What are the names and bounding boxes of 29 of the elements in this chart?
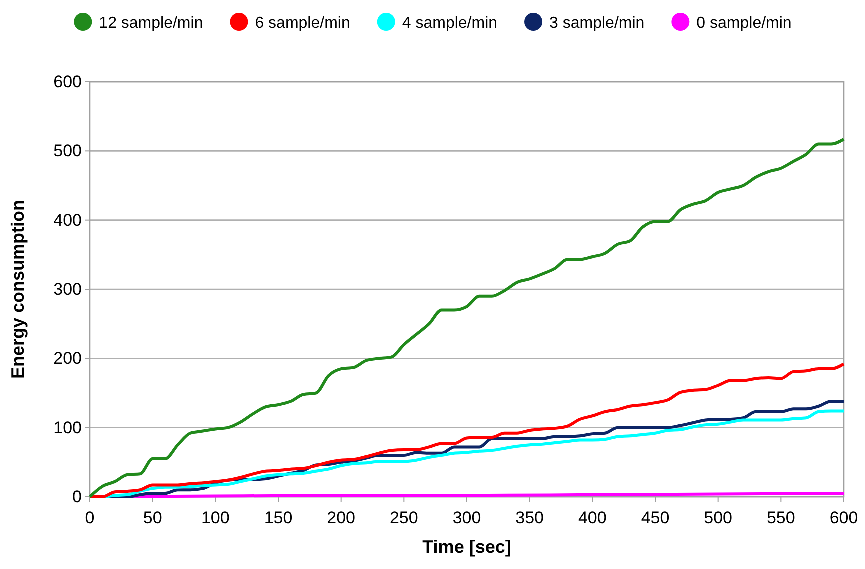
- y-tick-label: 300: [54, 280, 82, 299]
- line-series: [88, 362, 846, 498]
- x-tick-label: 50: [143, 508, 162, 528]
- y-axis-title: Energy consumption: [8, 200, 28, 380]
- y-tick-label: 100: [54, 418, 82, 438]
- x-tick-label: 350: [516, 508, 544, 528]
- x-tick-label: 300: [452, 508, 482, 528]
- legend-label: 12 sample/min: [99, 15, 204, 32]
- y-tick-label: 0: [72, 487, 82, 506]
- x-tick-label: 450: [641, 508, 670, 528]
- legend-label: 4 sample/min: [402, 15, 498, 32]
- legend-label: 3 sample/min: [550, 15, 645, 32]
- y-tick-label: 200: [54, 349, 82, 368]
- line-series: [88, 138, 846, 498]
- x-tick-label: 200: [327, 508, 356, 528]
- x-axis-title: Time [sec]: [422, 537, 512, 557]
- x-tick-label: 150: [264, 508, 293, 528]
- x-tick-label: 550: [766, 508, 796, 528]
- x-tick-label: 400: [578, 508, 607, 528]
- y-tick-label: 500: [54, 142, 82, 161]
- x-tick-label: 600: [830, 508, 858, 528]
- y-tick-label: 400: [54, 210, 82, 230]
- y-tick-label: 600: [54, 72, 82, 92]
- legend-label: 0 sample/min: [696, 15, 792, 32]
- x-tick-label: 100: [201, 508, 230, 528]
- x-tick-label: 250: [390, 508, 418, 528]
- x-tick-label: 500: [704, 508, 733, 528]
- legend-label: 6 sample/min: [255, 15, 350, 32]
- x-tick-label: 0: [85, 508, 95, 528]
